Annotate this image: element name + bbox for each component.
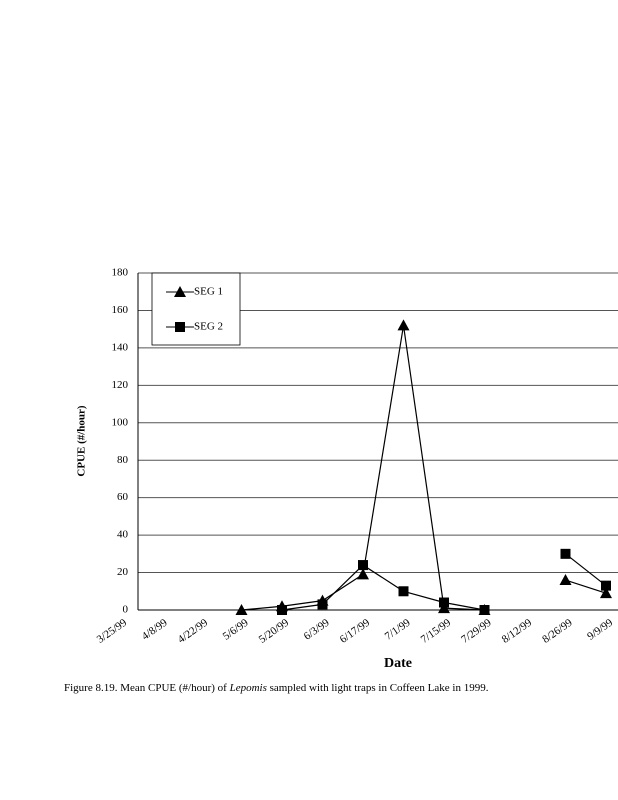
data-point: [398, 586, 409, 597]
y-tick-label: 80: [117, 454, 129, 466]
x-tick-label: 8/26/99: [540, 616, 575, 645]
data-point: [560, 548, 571, 559]
data-point: [397, 319, 410, 331]
data-point: [358, 560, 368, 571]
data-point: [601, 580, 611, 591]
legend-label: SEG 1: [194, 286, 223, 298]
x-tick-label: 8/12/99: [500, 616, 535, 645]
x-tick-label: 6/17/99: [338, 616, 373, 645]
data-point: [600, 587, 612, 599]
x-tick-label: 7/1/99: [383, 616, 413, 642]
data-point: [277, 605, 287, 615]
series-line: [281, 564, 485, 611]
y-tick-label: 0: [123, 604, 129, 616]
data-point: [438, 602, 450, 614]
x-axis-label: Date: [384, 656, 412, 671]
x-tick-label: 3/25/99: [95, 616, 130, 645]
series-line: [565, 579, 607, 594]
data-point: [479, 605, 490, 615]
data-point: [559, 574, 572, 586]
legend-label: SEG 2: [194, 321, 223, 333]
x-tick-label: 4/22/99: [176, 616, 211, 645]
y-tick-label: 100: [112, 416, 129, 428]
y-tick-label: 60: [117, 491, 129, 503]
y-axis-label: CPUE (#/hour): [76, 405, 88, 477]
y-tick-label: 160: [112, 304, 129, 316]
caption-text: Lepomis: [229, 682, 267, 694]
data-point: [439, 597, 449, 608]
caption-text: Figure 8.19. Mean CPUE (#/hour) of: [64, 682, 230, 694]
data-point: [235, 604, 248, 615]
x-tick-label: 4/8/99: [140, 616, 170, 642]
y-tick-label: 120: [112, 379, 129, 391]
legend-marker: [175, 322, 185, 332]
data-point: [357, 568, 369, 580]
x-tick-label: 7/29/99: [459, 616, 494, 645]
x-tick-label: 6/3/99: [302, 616, 332, 642]
x-tick-label: 7/15/99: [419, 616, 454, 645]
caption: Figure 8.19. Mean CPUE (#/hour) of Lepom…: [64, 682, 489, 694]
legend-box: [151, 272, 241, 346]
data-point: [317, 599, 328, 610]
caption-text: sampled with light traps in Coffeen Lake…: [267, 682, 489, 694]
y-tick-label: 40: [117, 529, 129, 541]
y-tick-label: 140: [112, 341, 129, 353]
y-tick-label: 20: [117, 566, 129, 578]
x-tick-label: 5/20/99: [257, 616, 292, 645]
x-tick-label: 5/6/99: [221, 616, 251, 642]
x-tick-label: 9/9/99: [585, 616, 615, 642]
y-tick-label: 180: [112, 267, 129, 279]
legend-marker: [174, 286, 186, 297]
series-line: [565, 553, 607, 587]
